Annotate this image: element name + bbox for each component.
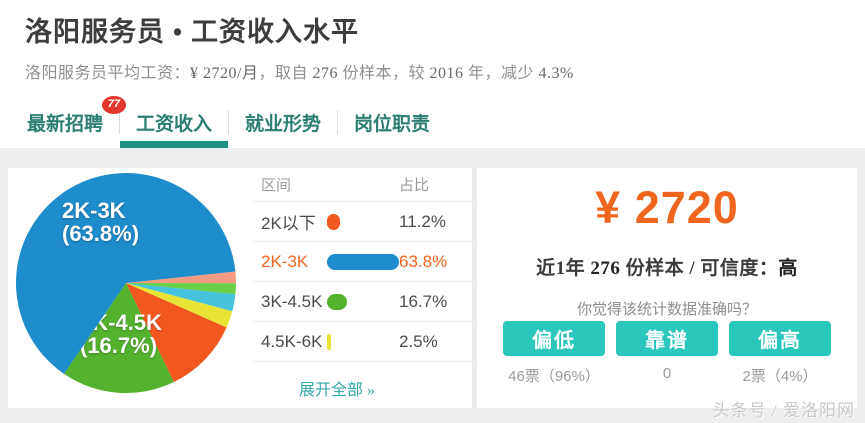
table-row-4.5k-6k[interactable]: 4.5K-6K 2.5% [253,322,479,362]
pie-label-2K-3K: 2K-3K (63.8%) [62,198,139,246]
poll-question: 你觉得该统计数据准确吗？ [576,302,757,318]
tab-divider [228,110,230,134]
share-bar [327,213,340,230]
compare-year-inline: 2016 [429,65,464,82]
table-row-3k-4.5k[interactable]: 3K-4.5K 16.7% [253,282,479,322]
salary-distribution-table: 区间 占比 2K以下 11.2% 2K-3K 63.8% 3K-4.5K [253,168,479,408]
expand-all-link[interactable]: 展开全部 » [299,382,376,399]
vote-count-reliable: 0 [662,365,672,382]
range-label: 2K-3K [261,251,309,271]
pie-slice-other-1[interactable] [126,283,236,295]
col-header-share: 占比 [399,177,430,194]
pie-slice-2K-3K[interactable] [16,173,236,374]
page-title: 洛阳服务员 • 工资收入水平 [25,17,359,47]
tab-divider [337,110,339,134]
sample-count-inline: 276 [312,65,338,82]
average-salary-inline: ¥ 2720/月 [190,65,259,82]
average-salary-amount: ¥ 2720 [595,182,739,233]
tab-job-duties-label: 岗位职责 [354,114,431,135]
share-value: 16.7% [399,291,448,311]
range-label: 2K以下 [261,214,316,233]
tab-salary-income-label: 工资收入 [136,114,213,135]
vote-button-group: 偏低 靠谱 偏高 [477,321,857,356]
page-subtitle: 洛阳服务员平均工资：¥ 2720/月，取自 276 份样本，较 2016 年，减… [25,65,574,82]
sample-count: 276 [590,258,621,279]
table-header-row: 区间 占比 [253,168,479,202]
sample-info: 近1年 276 份样本 / 可信度：高 [536,258,798,279]
watermark: 头条号 / 爱洛阳网 [712,401,855,420]
col-header-range: 区间 [261,177,292,194]
tab-job-duties[interactable]: 岗位职责 [338,100,446,148]
share-value: 2.5% [399,331,438,351]
tab-bar: 最新招聘 77 工资收入 就业形势 岗位职责 [11,96,446,148]
tab-salary-income[interactable]: 工资收入 [120,100,229,148]
vote-count-row: 46票（96%） 0 2票（4%） [477,365,857,386]
share-value: 63.8% [399,251,448,271]
tab-employment-situation[interactable]: 就业形势 [229,100,337,148]
share-bar [327,253,399,270]
tab-employment-situation-label: 就业形势 [245,114,322,135]
tab-divider [119,110,121,134]
share-value: 11.2% [399,211,446,231]
confidence-level: 高 [778,258,798,279]
salary-summary-panel: ¥ 2720 近1年 276 份样本 / 可信度：高 你觉得该统计数据准确吗？ … [477,168,857,408]
panel-divider [472,168,477,408]
pie-slice-other-2[interactable] [126,283,236,312]
vote-button-too-low[interactable]: 偏低 [503,321,605,356]
jobs-count-badge: 77 [101,96,127,114]
delta-percent-inline: 4.3% [538,65,574,82]
pie-slice-other-0[interactable] [126,271,237,284]
content-background: 3K-4.5K (16.7%) 2K-3K (63.8%) 区间 占比 2K以下 11… [0,148,865,423]
tab-latest-jobs-label: 最新招聘 [27,114,104,135]
table-row-under-2k[interactable]: 2K以下 11.2% [253,202,479,242]
vote-button-reliable[interactable]: 靠谱 [616,321,718,356]
range-label: 4.5K-6K [261,331,323,351]
pie-slice-2K以下[interactable] [126,283,227,383]
vote-count-too-high: 2票（4%） [742,368,818,385]
salary-card: 3K-4.5K (16.7%) 2K-3K (63.8%) 区间 占比 2K以下 11… [8,168,857,408]
salary-pie-chart[interactable]: 3K-4.5K (16.7%)2K-3K (63.8%) [13,170,239,396]
subtitle-prefix: 洛阳服务员平均工资： [25,65,191,82]
pie-slice-3K-4.5K[interactable] [63,283,174,394]
pie-slice-4.5K-6K[interactable] [126,283,233,328]
tab-latest-jobs[interactable]: 最新招聘 77 [11,96,127,148]
table-row-2k-3k[interactable]: 2K-3K 63.8% [253,242,479,282]
share-bar [327,333,331,350]
share-bar [327,293,347,310]
range-label: 3K-4.5K [261,291,323,311]
vote-button-too-high[interactable]: 偏高 [729,321,831,356]
vote-count-too-low: 46票（96%） [508,368,600,385]
